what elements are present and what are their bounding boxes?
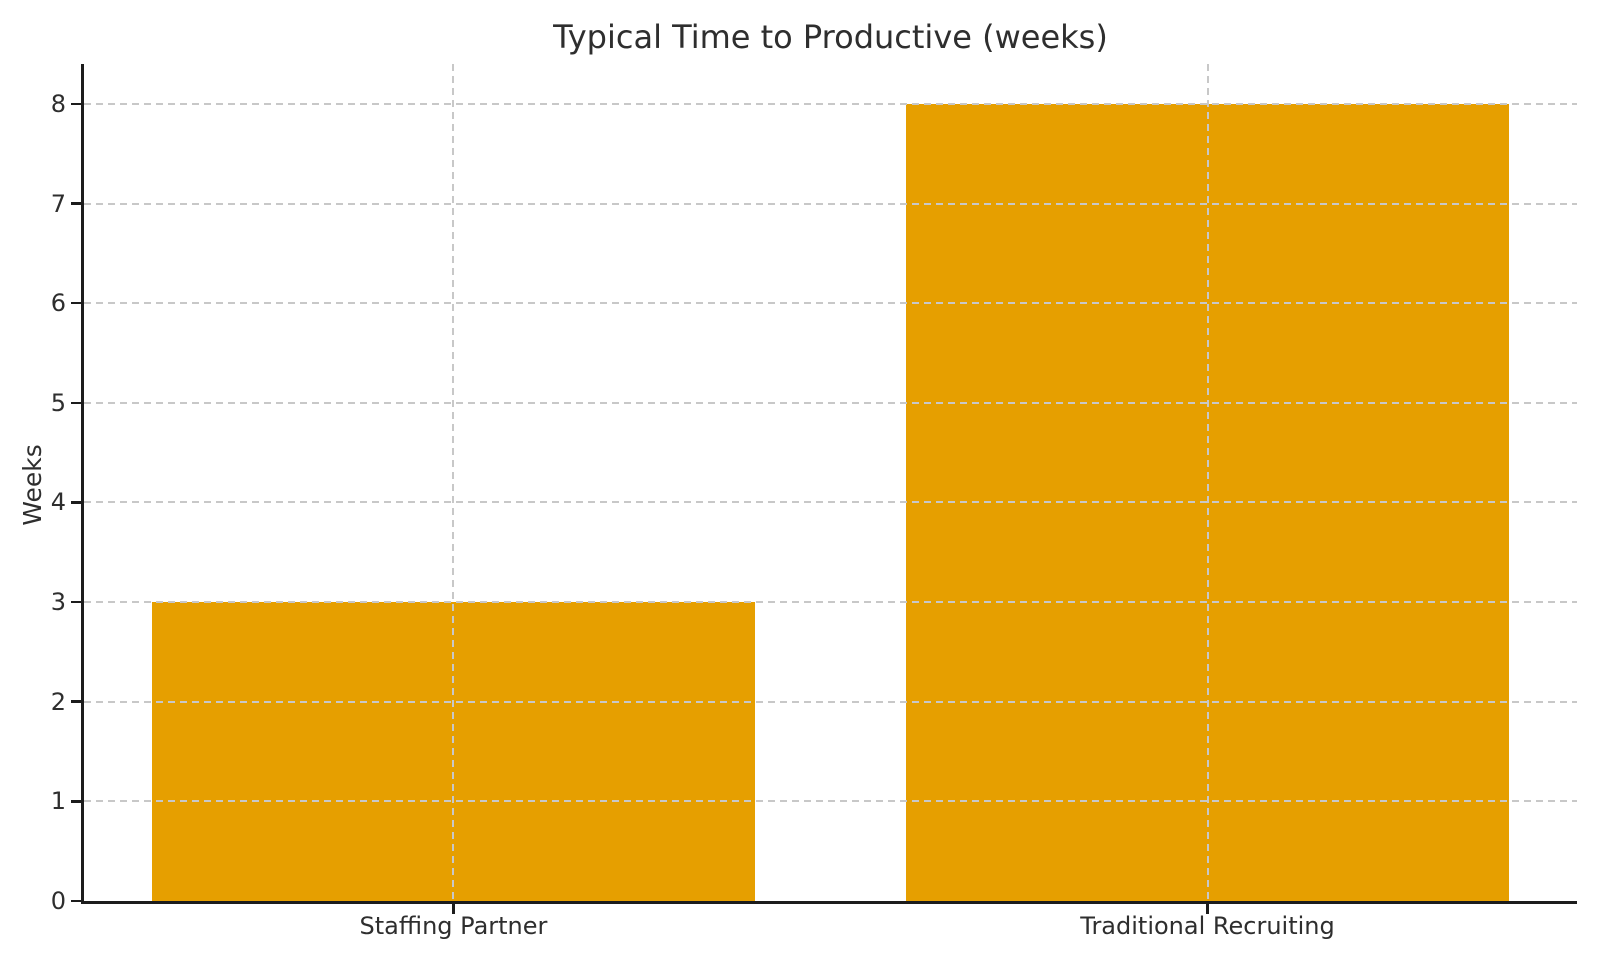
y-tick-label-3: 3	[50, 588, 66, 617]
y-tick-label-5: 5	[50, 388, 66, 417]
y-tick-3	[71, 600, 81, 604]
x-tick-label-traditional-recruiting: Traditional Recruiting	[1080, 912, 1335, 940]
x-axis-spine	[81, 901, 1577, 904]
y-tick-label-4: 4	[50, 488, 66, 517]
v-gridline-traditional-recruiting	[1206, 64, 1209, 901]
v-gridline-staffing-partner	[452, 64, 455, 901]
y-tick-label-1: 1	[50, 787, 66, 816]
plot-area: 0 1 2 3 4 5 6 7 8 Staffing Partner Traditional Rec…	[51, 64, 1577, 940]
y-tick-label-0: 0	[50, 887, 66, 915]
y-tick-2	[71, 700, 81, 703]
y-tick-7	[71, 202, 81, 205]
y-tick-4	[71, 501, 81, 504]
y-tick-label-6: 6	[50, 289, 66, 318]
h-gridline-8	[84, 102, 1577, 105]
y-tick-label-7: 7	[50, 189, 66, 218]
h-gridline-3	[84, 601, 1577, 604]
y-tick-label-8: 8	[50, 89, 66, 118]
h-gridline-7	[84, 202, 1577, 205]
h-gridline-1	[84, 800, 1577, 803]
y-tick-5	[71, 401, 81, 405]
h-gridline-4	[84, 501, 1577, 504]
chart-title: Typical Time to Productive (weeks)	[553, 18, 1108, 56]
y-axis-label: Weeks	[18, 444, 47, 526]
y-tick-1	[71, 800, 81, 803]
h-gridline-2	[84, 700, 1577, 703]
x-tick-traditional-recruiting	[1206, 904, 1209, 914]
y-tick-8	[71, 102, 81, 106]
x-tick-label-staffing-partner: Staffing Partner	[359, 912, 548, 940]
x-tick-staffing-partner	[452, 904, 455, 914]
y-axis-spine	[81, 64, 84, 904]
h-gridline-5	[84, 401, 1577, 404]
y-tick-6	[71, 301, 81, 305]
y-tick-0	[71, 899, 81, 903]
h-gridline-6	[84, 302, 1577, 305]
y-tick-label-2: 2	[50, 687, 66, 716]
